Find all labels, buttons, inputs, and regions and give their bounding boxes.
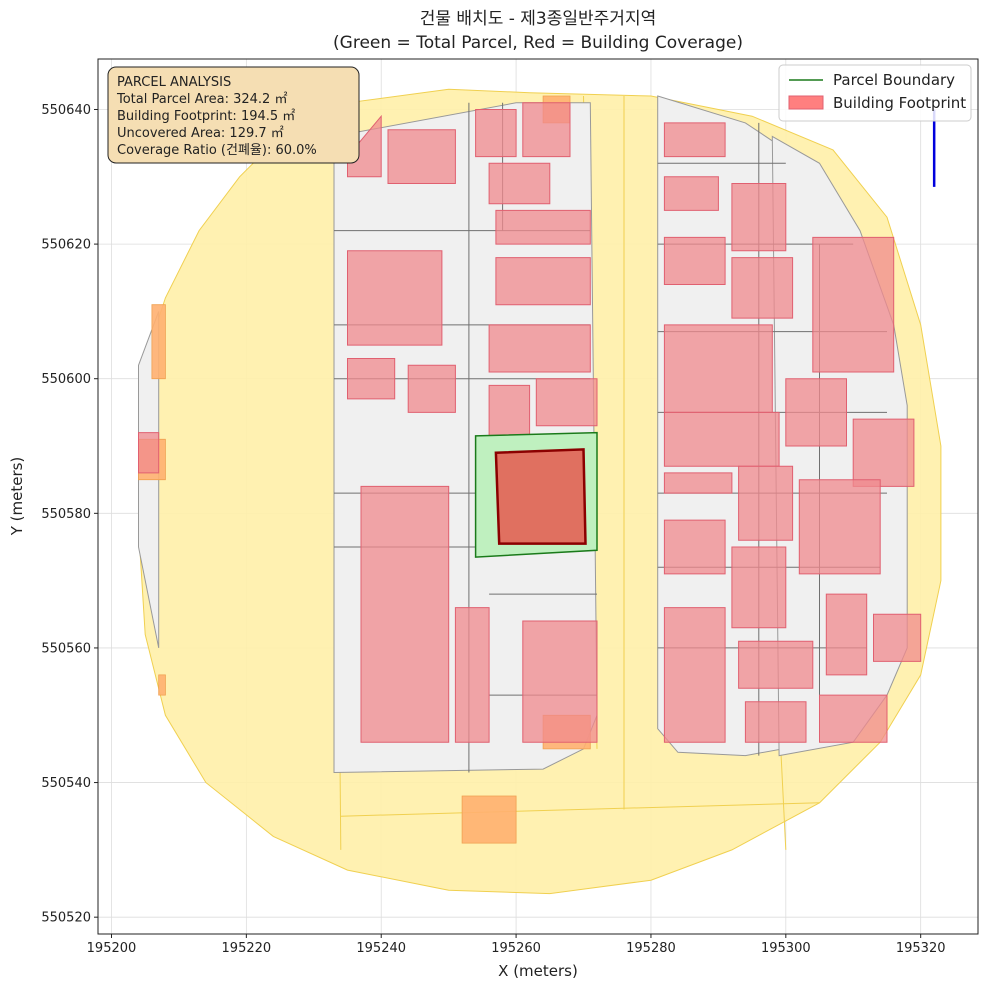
building-footprint — [475, 109, 517, 158]
x-tick-label: 195240 — [356, 941, 406, 956]
building-footprint — [819, 694, 888, 743]
orange-patch — [461, 795, 517, 844]
legend-building-label: Building Footprint — [833, 94, 966, 112]
building-footprint — [663, 324, 773, 413]
legend-building-swatch — [788, 95, 824, 110]
info-box-line-4: Uncovered Area: 129.7 ㎡ — [117, 126, 284, 141]
building-footprint — [785, 378, 847, 447]
zone-line — [340, 802, 820, 817]
building-footprint — [347, 358, 396, 400]
building-footprint — [663, 519, 726, 575]
building-footprint — [812, 236, 895, 373]
x-tick-label: 195200 — [87, 941, 137, 956]
building-footprint — [488, 324, 591, 373]
building-footprint — [825, 593, 868, 676]
building-footprint — [798, 479, 881, 575]
building-footprint — [347, 250, 443, 346]
building-footprint — [488, 162, 551, 205]
building-footprint — [407, 364, 456, 413]
building-footprint — [663, 607, 726, 743]
building-footprint — [731, 546, 787, 629]
y-tick-label: 550600 — [41, 372, 91, 387]
info-box-background — [107, 66, 360, 164]
y-tick-label: 550620 — [41, 238, 91, 253]
info-box: PARCEL ANALYSIS Total Parcel Area: 324.2… — [107, 66, 360, 164]
building-footprint — [731, 257, 794, 319]
x-tick-label: 195220 — [222, 941, 272, 956]
x-axis-label: X (meters) — [498, 962, 578, 980]
x-tick-label: 195300 — [761, 941, 811, 956]
building-footprint — [738, 640, 814, 689]
y-tick-label: 550640 — [41, 103, 91, 118]
building-footprint — [387, 129, 456, 184]
building-footprint — [738, 465, 794, 541]
info-box-line-5: Coverage Ratio (건폐율): 60.0% — [117, 143, 317, 158]
y-tick-label: 550560 — [41, 641, 91, 656]
plot-frame — [97, 58, 979, 935]
legend-parcel-label: Parcel Boundary — [833, 71, 955, 89]
building-footprint — [360, 485, 450, 743]
chart-title-line1: 건물 배치도 - 제3종일반주거지역 — [420, 9, 656, 29]
building-footprint — [138, 432, 160, 474]
orange-patch — [151, 304, 166, 380]
building-footprint — [522, 102, 571, 158]
building-footprint — [495, 257, 591, 306]
x-tick-label: 195260 — [491, 941, 541, 956]
legend-box — [778, 64, 972, 122]
x-tick-label: 195320 — [896, 941, 946, 956]
building-footprint — [535, 378, 598, 427]
building-footprint — [495, 209, 591, 245]
building-footprint — [663, 176, 719, 211]
x-axis-ticks: 195200 195220 195240 195260 195280 195300 1953… — [87, 934, 946, 956]
building-footprint — [663, 236, 726, 285]
y-axis-label: Y (meters) — [8, 457, 26, 537]
legend: Parcel Boundary Building Footprint — [778, 64, 972, 122]
target-building-footprint — [494, 448, 587, 545]
building-footprint — [852, 418, 915, 487]
building-footprint — [873, 613, 922, 662]
building-footprint — [663, 122, 726, 158]
orange-patch — [158, 674, 166, 696]
info-box-line-3: Building Footprint: 194.5 ㎡ — [117, 109, 295, 124]
y-tick-label: 550540 — [41, 776, 91, 791]
x-tick-label: 195280 — [626, 941, 676, 956]
info-box-line-1: PARCEL ANALYSIS — [117, 75, 231, 90]
building-footprint — [488, 384, 531, 440]
info-box-line-2: Total Parcel Area: 324.2 ㎡ — [116, 92, 287, 107]
building-footprint — [663, 472, 733, 494]
y-tick-label: 550580 — [41, 507, 91, 522]
chart-title-line2: (Green = Total Parcel, Red = Building Co… — [333, 33, 743, 53]
map-geometry — [138, 88, 942, 895]
y-axis-ticks: 550520 550540 550560 550580 550600 550620 5506… — [41, 103, 98, 926]
building-footprint — [731, 183, 787, 252]
y-tick-label: 550520 — [41, 911, 91, 926]
building-footprint — [663, 411, 780, 467]
building-footprint — [522, 620, 598, 743]
building-footprint — [454, 607, 490, 743]
building-footprint — [744, 701, 807, 743]
